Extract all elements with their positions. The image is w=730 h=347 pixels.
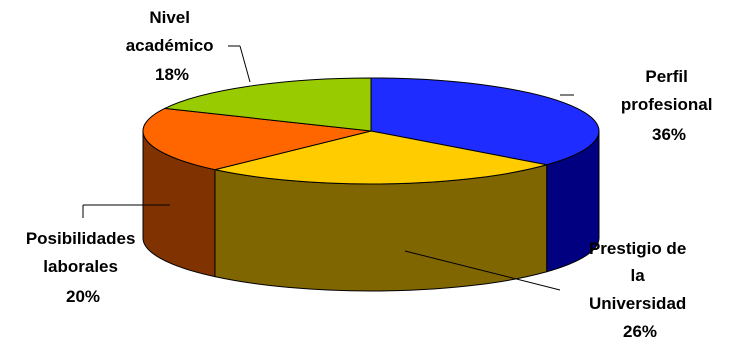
pie-sides bbox=[142, 130, 600, 292]
leader-lines bbox=[82, 45, 574, 291]
label-prestigio: Prestigio de la Universidad 26% bbox=[589, 239, 691, 341]
leader-line-nivel bbox=[239, 45, 251, 83]
leader-line-prestigio bbox=[404, 250, 561, 291]
pie-slices bbox=[142, 77, 600, 185]
slice-top-2 bbox=[142, 107, 372, 171]
slice-top-3 bbox=[164, 77, 372, 132]
label-perfil: Perfil profesional 36% bbox=[621, 67, 717, 144]
slice-top-0 bbox=[370, 77, 600, 166]
slice-labels: Perfil profesional 36% Prestigio de la U… bbox=[26, 8, 717, 341]
slice-top-1 bbox=[214, 130, 548, 185]
label-nivel: Nivel académico 18% bbox=[126, 8, 219, 84]
label-posibilidades: Posibilidades laborales 20% bbox=[26, 229, 140, 306]
